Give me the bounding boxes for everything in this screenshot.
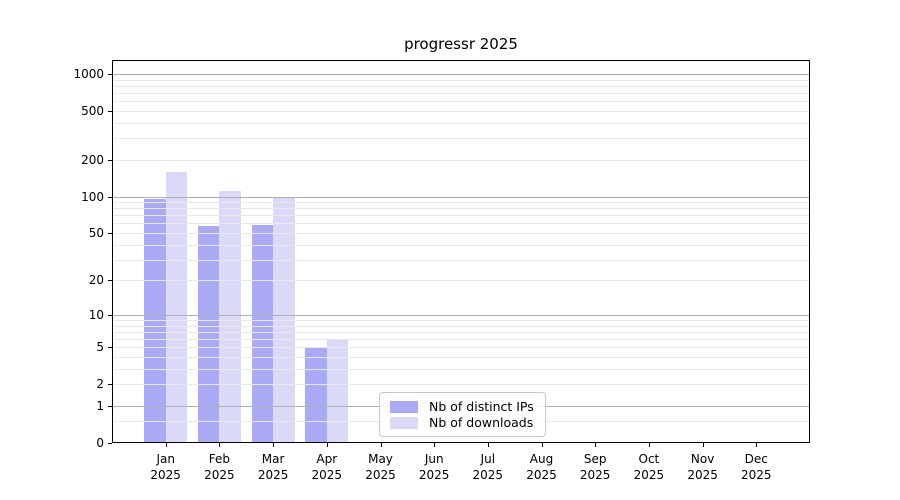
y-tick-label-500: 500 — [81, 103, 104, 118]
left-spine — [112, 60, 113, 443]
x-tick-label-nov: Nov 2025 — [687, 452, 718, 482]
minor-gridline-7 — [112, 331, 810, 333]
legend-swatch-distinct-ips — [390, 400, 418, 413]
x-tick-label-aug: Aug 2025 — [526, 452, 557, 482]
legend-swatch-downloads — [390, 416, 418, 429]
x-tick-dec — [756, 443, 758, 447]
minor-gridline-2 — [112, 384, 810, 386]
x-tick-nov — [702, 443, 704, 447]
bar-apr-nb-of-downloads — [326, 339, 349, 443]
minor-gridline-900 — [112, 79, 810, 81]
y-tick-1 — [108, 406, 112, 407]
x-tick-jun — [434, 443, 436, 447]
y-tick-label-20: 20 — [88, 273, 104, 288]
right-spine — [809, 60, 810, 443]
minor-gridline-500 — [112, 110, 810, 112]
x-tick-jan — [165, 443, 167, 447]
x-tick-label-jul: Jul 2025 — [472, 452, 504, 482]
minor-gridline-40 — [112, 244, 810, 246]
x-tick-label-may: May 2025 — [365, 452, 396, 482]
x-tick-oct — [648, 443, 650, 447]
minor-gridline-6 — [112, 339, 810, 341]
minor-gridline-9 — [112, 320, 810, 321]
y-tick-200 — [108, 159, 112, 161]
x-tick-mar — [273, 443, 275, 447]
x-tick-label-jan: Jan 2025 — [150, 452, 181, 482]
minor-gridline-20 — [112, 280, 810, 282]
minor-gridline-3 — [112, 368, 810, 370]
y-tick-label-5: 5 — [96, 340, 104, 355]
bar-jan-nb-of-downloads — [165, 171, 188, 443]
x-tick-jul — [487, 443, 489, 447]
legend-label-downloads: Nb of downloads — [429, 415, 534, 430]
major-gridline-10 — [112, 314, 810, 316]
y-tick-label-1: 1 — [96, 399, 104, 413]
minor-gridline-5 — [112, 347, 810, 349]
major-gridline-100 — [112, 196, 810, 198]
minor-gridline-70 — [112, 215, 810, 217]
x-tick-label-sep: Sep 2025 — [579, 452, 611, 482]
y-tick-label-2: 2 — [96, 377, 104, 392]
bar-mar-nb-of-distinct-ips — [251, 225, 274, 443]
minor-gridline-200 — [112, 159, 810, 161]
minor-gridline-8 — [112, 325, 810, 327]
x-tick-sep — [595, 443, 597, 447]
y-tick-500 — [108, 110, 112, 112]
minor-gridline-80 — [112, 208, 810, 210]
x-tick-label-feb: Feb 2025 — [204, 452, 235, 482]
bar-apr-nb-of-distinct-ips — [305, 347, 327, 443]
y-tick-50 — [108, 233, 112, 234]
minor-gridline-800 — [112, 85, 810, 87]
y-tick-label-0: 0 — [96, 436, 104, 450]
legend: Nb of distinct IPs Nb of downloads — [379, 392, 546, 437]
minor-gridline-400 — [112, 122, 810, 124]
y-tick-label-10: 10 — [88, 307, 104, 322]
y-tick-label-50: 50 — [88, 226, 104, 240]
x-tick-label-oct: Oct 2025 — [633, 452, 665, 482]
minor-gridline-4 — [112, 357, 810, 358]
y-tick-2 — [108, 384, 112, 386]
top-spine — [112, 60, 810, 61]
legend-label-distinct-ips: Nb of distinct IPs — [429, 399, 534, 414]
bar-feb-nb-of-distinct-ips — [197, 226, 220, 443]
legend-item-distinct-ips: Nb of distinct IPs — [390, 399, 535, 414]
x-tick-apr — [326, 443, 328, 447]
y-tick-label-100: 100 — [81, 189, 104, 204]
legend-item-downloads: Nb of downloads — [390, 415, 535, 430]
x-tick-aug — [541, 443, 543, 447]
minor-gridline-60 — [112, 223, 810, 225]
y-tick-20 — [108, 280, 112, 282]
bottom-spine — [112, 442, 810, 443]
x-tick-label-apr: Apr 2025 — [311, 452, 343, 482]
minor-gridline-90 — [112, 202, 810, 203]
y-tick-label-1000: 1000 — [73, 66, 104, 81]
x-tick-label-dec: Dec 2025 — [741, 452, 772, 482]
y-tick-100 — [108, 196, 112, 198]
x-tick-may — [380, 443, 382, 447]
x-tick-feb — [219, 443, 221, 447]
minor-gridline-600 — [112, 101, 810, 103]
minor-gridline-700 — [112, 93, 810, 94]
chart-title: progressr 2025 — [404, 35, 518, 53]
minor-gridline-30 — [112, 259, 810, 261]
bar-feb-nb-of-downloads — [219, 190, 241, 443]
minor-gridline-300 — [112, 138, 810, 140]
major-gridline-1000 — [112, 73, 810, 75]
y-tick-1000 — [108, 73, 112, 75]
x-tick-label-mar: Mar 2025 — [257, 452, 289, 482]
minor-gridline-50 — [112, 233, 810, 234]
x-tick-label-jun: Jun 2025 — [418, 452, 450, 482]
y-tick-0 — [108, 443, 112, 444]
y-tick-10 — [108, 314, 112, 316]
y-tick-label-200: 200 — [81, 152, 104, 167]
plot-area — [112, 60, 810, 443]
y-tick-5 — [108, 347, 112, 349]
